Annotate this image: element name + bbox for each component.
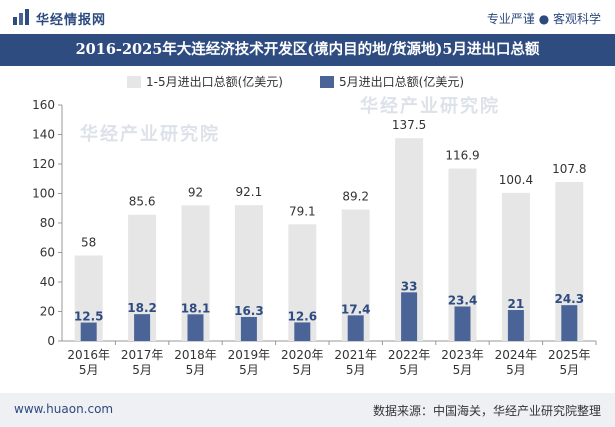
x-tick-label: 2021年 5月 — [334, 348, 377, 377]
bar-may — [134, 314, 151, 341]
legend-item-may: 5月进出口总额(亿美元) — [320, 73, 464, 90]
site-url[interactable]: www.huaon.com — [14, 402, 114, 416]
data-label-may: 12.5 — [74, 310, 104, 324]
title-bar: 2016-2025年大连经济技术开发区(境内目的地/货源地)5月进出口总额 — [0, 34, 615, 66]
bar-may — [454, 306, 471, 341]
bar-chart: 0 20 40 60 80 100 120 140 160 58 12.5 2016年 5月 85.6 18… — [32, 98, 597, 377]
data-label-may: 18.2 — [127, 301, 157, 315]
data-label-ytd: 85.6 — [129, 195, 156, 209]
bar-may — [80, 322, 97, 341]
chart-legend: 1-5月进出口总额(亿美元) 5月进出口总额(亿美元) — [0, 73, 615, 93]
data-label-may: 21 — [508, 297, 525, 311]
watermark: 华经产业研究院 — [80, 124, 220, 145]
y-tick-label: 160 — [32, 98, 55, 112]
data-label-ytd: 58 — [81, 235, 96, 249]
legend-label-may: 5月进出口总额(亿美元) — [339, 75, 464, 89]
data-label-ytd: 92.1 — [236, 185, 263, 199]
footer: www.huaon.com 数据来源：中国海关，华经产业研究院整理 — [0, 393, 615, 427]
y-tick-label: 20 — [40, 305, 55, 319]
x-tick-label: 2017年 5月 — [121, 348, 164, 377]
logo-icon — [13, 9, 29, 25]
tagline: 专业严谨 ● 客观科学 — [486, 12, 601, 26]
x-tick-label: 2024年 5月 — [495, 348, 538, 377]
y-tick-label: 100 — [32, 187, 55, 201]
bar-may — [561, 305, 578, 341]
y-tick-label: 60 — [40, 246, 55, 260]
y-tick-label: 40 — [40, 275, 55, 289]
data-label-may: 18.1 — [181, 301, 211, 315]
legend-label-ytd: 1-5月进出口总额(亿美元) — [146, 75, 283, 89]
chart-title: 2016-2025年大连经济技术开发区(境内目的地/货源地)5月进出口总额 — [75, 41, 540, 58]
bar-may — [507, 310, 524, 341]
legend-swatch-ytd — [127, 75, 141, 88]
top-bar: 华经情报网 专业严谨 ● 客观科学 — [0, 0, 615, 34]
x-tick-label: 2016年 5月 — [67, 348, 110, 377]
x-tick-label: 2020年 5月 — [281, 348, 324, 377]
y-tick-label: 0 — [47, 334, 55, 348]
data-label-may: 23.4 — [448, 293, 478, 307]
data-label-ytd: 92 — [188, 185, 203, 199]
brand-name: 华经情报网 — [36, 13, 107, 28]
data-source: 数据来源：中国海关，华经产业研究院整理 — [372, 404, 601, 418]
data-label-ytd: 107.8 — [552, 162, 586, 176]
y-tick-label: 80 — [40, 216, 55, 230]
data-label-may: 17.4 — [341, 302, 371, 316]
legend-item-ytd: 1-5月进出口总额(亿美元) — [127, 73, 283, 90]
x-tick-label: 2025年 5月 — [548, 348, 591, 377]
bar-ytd — [288, 224, 317, 341]
data-label-may: 16.3 — [234, 304, 264, 318]
watermark: 华经产业研究院 — [360, 96, 500, 117]
y-tick-label: 120 — [32, 157, 55, 171]
x-tick-label: 2019年 5月 — [228, 348, 271, 377]
bar-may — [347, 315, 364, 341]
y-tick-label: 140 — [32, 128, 55, 142]
legend-swatch-may — [320, 75, 334, 88]
data-label-ytd: 79.1 — [289, 204, 316, 218]
data-label-ytd: 100.4 — [499, 173, 533, 187]
x-tick-label: 2018年 5月 — [174, 348, 217, 377]
x-tick-label: 2022年 5月 — [388, 348, 431, 377]
data-label-may: 12.6 — [287, 309, 317, 323]
data-label-may: 33 — [401, 279, 418, 293]
data-label-may: 24.3 — [554, 292, 584, 306]
data-label-ytd: 89.2 — [342, 189, 369, 203]
data-label-ytd: 137.5 — [392, 118, 426, 132]
bar-may — [294, 322, 311, 341]
bar-may — [240, 316, 257, 341]
bar-may — [401, 292, 418, 341]
bar-may — [187, 314, 204, 341]
data-label-ytd: 116.9 — [445, 149, 479, 163]
x-tick-label: 2023年 5月 — [441, 348, 484, 377]
